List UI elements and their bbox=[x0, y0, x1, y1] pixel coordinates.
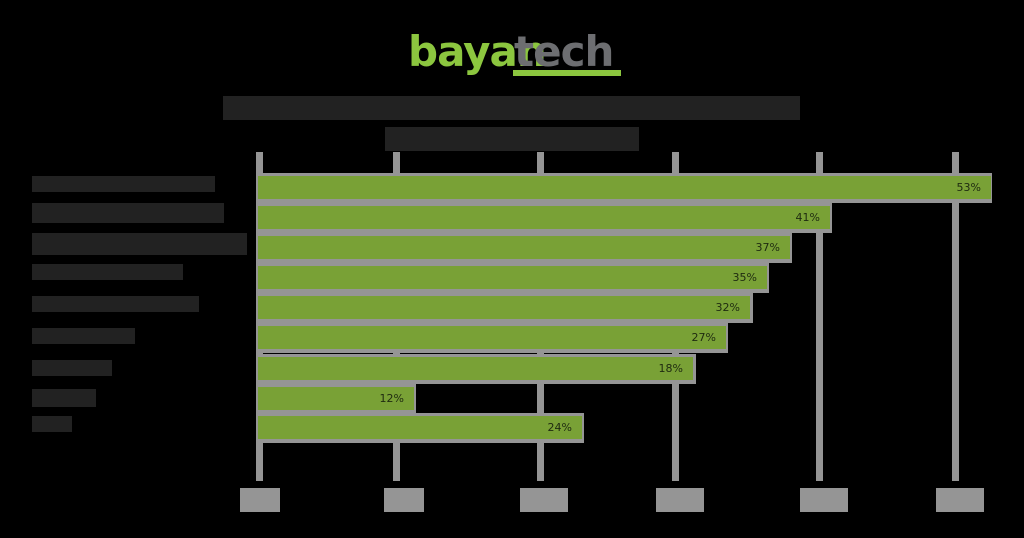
bar-6: 27% bbox=[258, 326, 726, 349]
bar-8: 12% bbox=[258, 387, 414, 410]
bar-1: 53% bbox=[258, 176, 991, 199]
logo-text-tech: tech bbox=[514, 27, 614, 76]
category-label-8 bbox=[32, 389, 96, 407]
category-label-2 bbox=[32, 203, 224, 223]
category-label-4 bbox=[32, 264, 183, 280]
category-label-6 bbox=[32, 328, 135, 344]
chart-title-line1 bbox=[223, 96, 800, 120]
category-label-5 bbox=[32, 296, 199, 312]
gridline-5 bbox=[952, 152, 959, 481]
bar-2: 41% bbox=[258, 206, 830, 229]
x-tick-label-1 bbox=[384, 488, 424, 512]
bar-3: 37% bbox=[258, 236, 790, 259]
x-tick-label-3 bbox=[656, 488, 704, 512]
x-tick-label-2 bbox=[520, 488, 568, 512]
category-label-3 bbox=[32, 233, 247, 255]
gridline-4 bbox=[816, 152, 823, 481]
chart-title-line2 bbox=[385, 127, 639, 151]
category-label-1 bbox=[32, 176, 215, 192]
category-label-7 bbox=[32, 360, 112, 376]
category-label-9 bbox=[32, 416, 72, 432]
bar-5: 32% bbox=[258, 296, 750, 319]
x-tick-label-0 bbox=[240, 488, 280, 512]
x-tick-label-5 bbox=[936, 488, 984, 512]
bar-9: 24% bbox=[258, 416, 582, 439]
bar-4: 35% bbox=[258, 266, 767, 289]
bar-7: 18% bbox=[258, 357, 693, 380]
logo-tagline bbox=[513, 70, 621, 76]
logo-text-bayan: bayan bbox=[408, 27, 547, 76]
bayantech-logo: bayan tech bbox=[408, 27, 621, 80]
x-tick-label-4 bbox=[800, 488, 848, 512]
